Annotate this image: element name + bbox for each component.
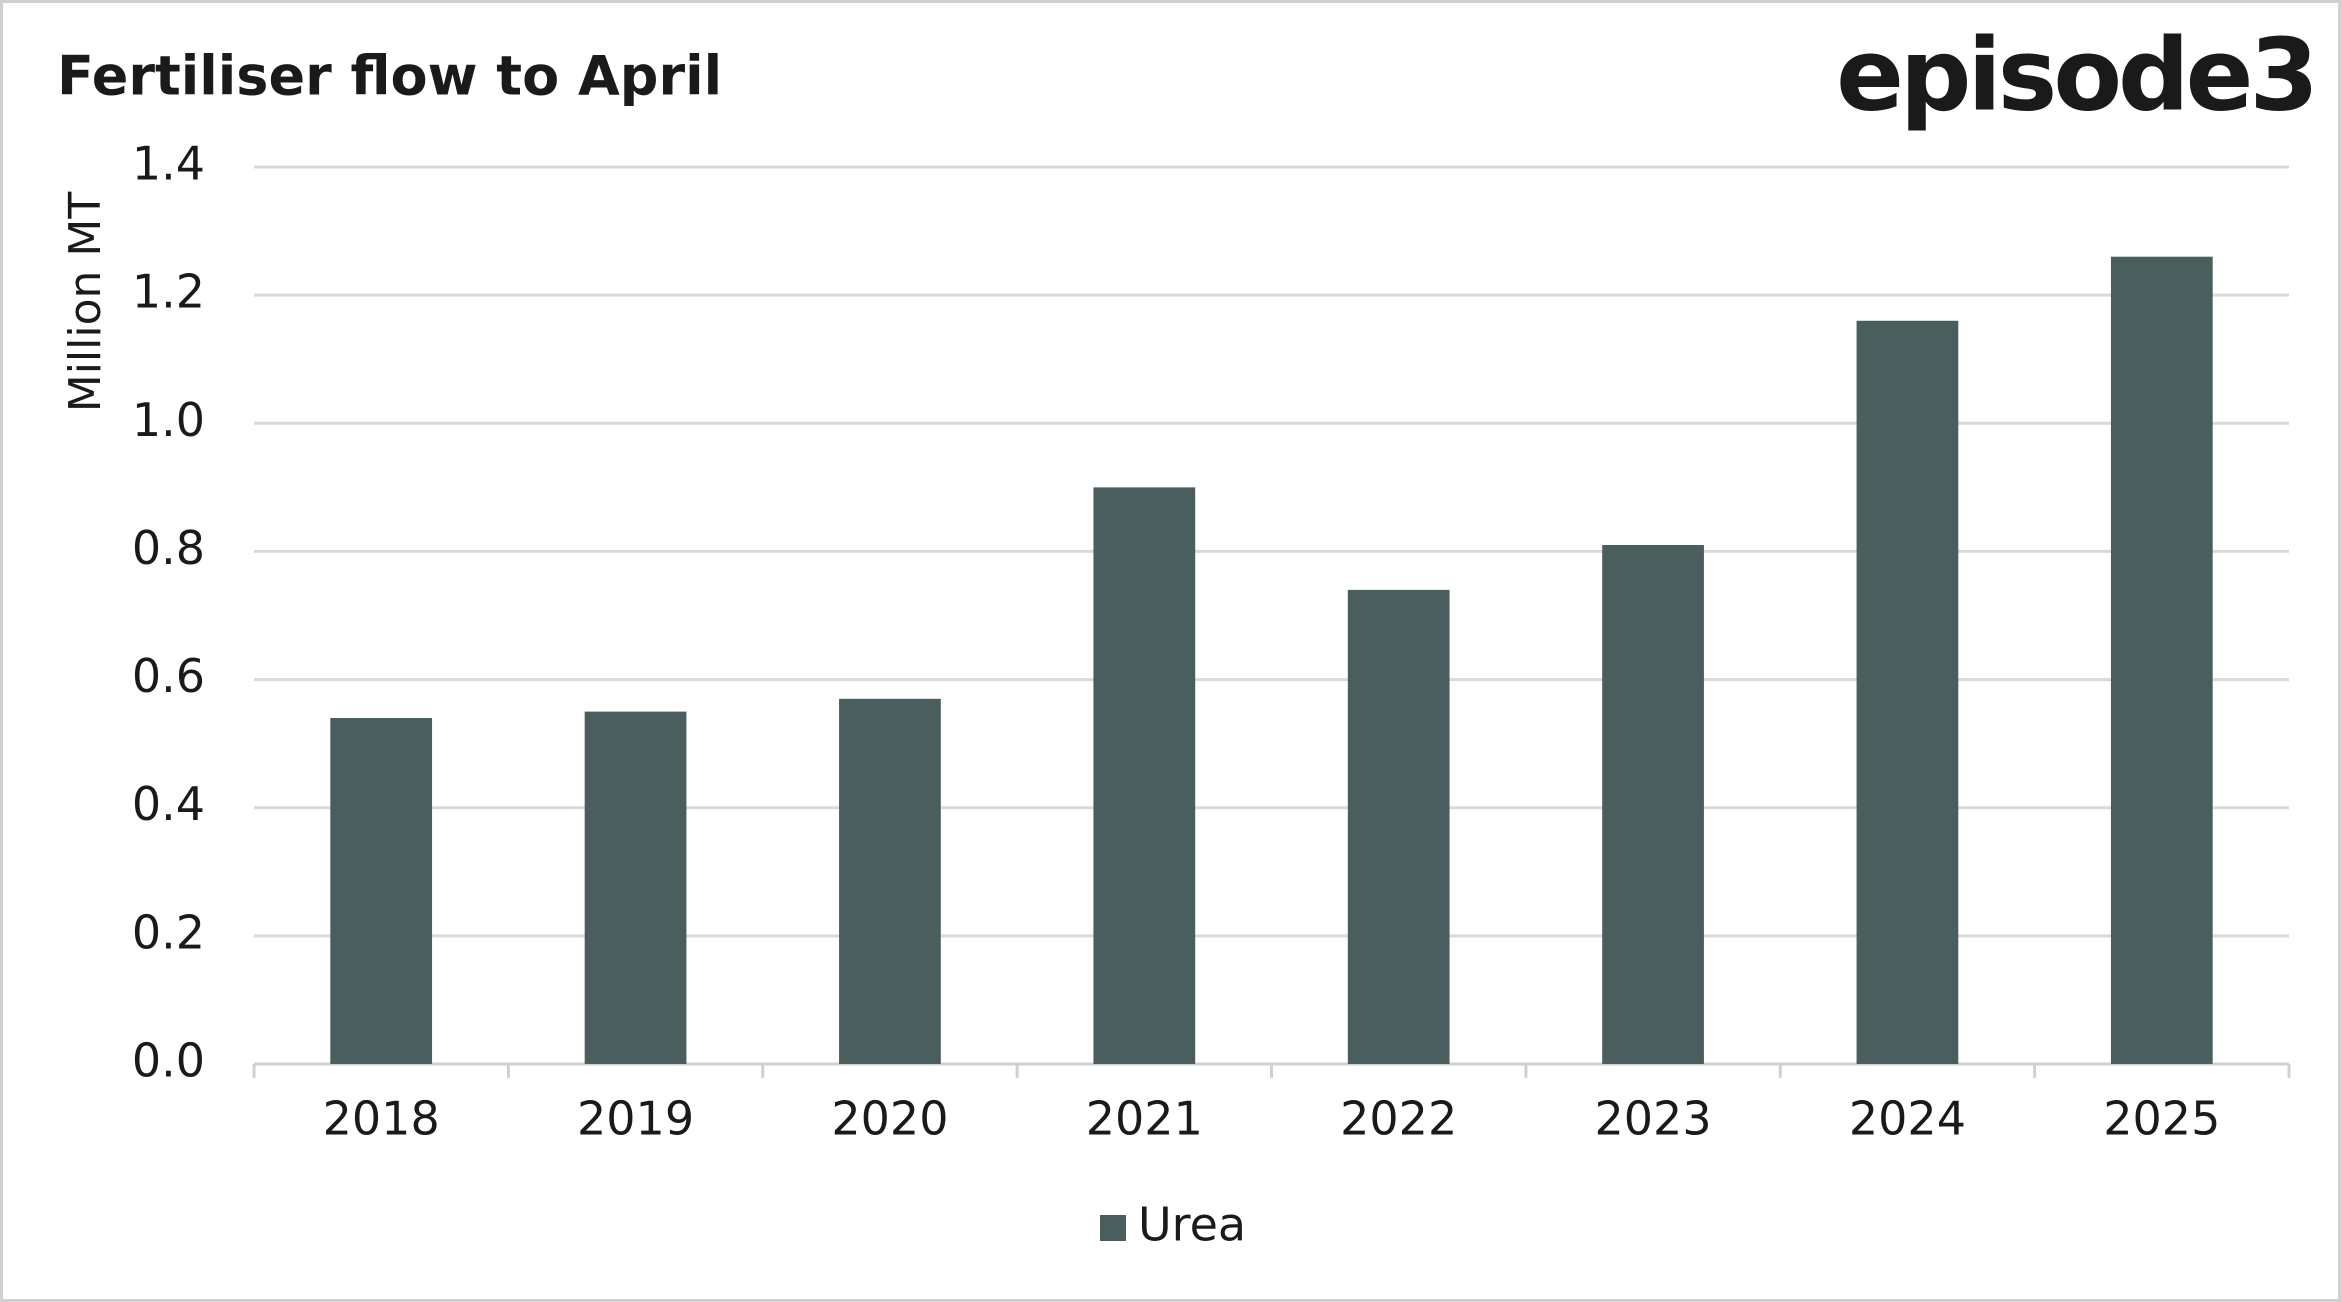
bar	[330, 718, 433, 1064]
y-tick-label: 1.0	[132, 393, 205, 447]
y-tick-label: 1.2	[132, 265, 205, 319]
y-tick-label: 0.0	[132, 1034, 205, 1088]
bar	[2110, 256, 2213, 1064]
bar	[584, 711, 687, 1064]
logo: episode3	[1836, 16, 2315, 133]
x-tick-label: 2024	[1849, 1092, 1966, 1146]
x-tick-label: 2022	[1340, 1092, 1457, 1146]
bar	[1347, 589, 1450, 1064]
bar	[1856, 320, 1959, 1064]
x-tick-label: 2020	[831, 1092, 948, 1146]
legend-label: Urea	[1138, 1198, 1246, 1252]
legend-swatch	[1100, 1215, 1126, 1241]
bar	[839, 698, 941, 1064]
bar	[1093, 487, 1196, 1064]
y-tick-label: 0.4	[132, 777, 205, 831]
y-axis-label: Million MT	[60, 192, 111, 413]
chart-title: Fertiliser flow to April	[57, 45, 722, 108]
x-tick-label: 2023	[1595, 1092, 1712, 1146]
x-tick-label: 2019	[577, 1092, 694, 1146]
y-tick-label: 0.2	[132, 905, 205, 959]
x-tick-label: 2025	[2103, 1092, 2220, 1146]
x-tick-label: 2018	[323, 1092, 440, 1146]
y-tick-label: 1.4	[132, 137, 205, 191]
bar	[1602, 545, 1704, 1064]
y-tick-label: 0.8	[132, 521, 205, 575]
x-tick-label: 2021	[1086, 1092, 1203, 1146]
y-tick-label: 0.6	[132, 649, 205, 703]
